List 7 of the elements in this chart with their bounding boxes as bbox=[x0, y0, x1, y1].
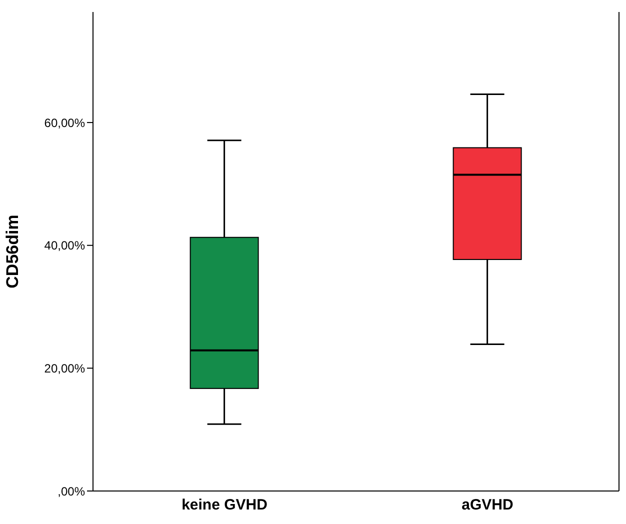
y-tick-label: 40,00% bbox=[44, 238, 86, 253]
y-tick-label: 20,00% bbox=[44, 361, 86, 376]
y-tick-label: 60,00% bbox=[44, 116, 86, 130]
y-tick-label: ,00% bbox=[58, 484, 86, 498]
x-tick-label: keine GVHD bbox=[182, 496, 268, 514]
y-axis-title: CD56dim bbox=[3, 214, 22, 288]
x-tick-label: aGVHD bbox=[462, 496, 514, 514]
